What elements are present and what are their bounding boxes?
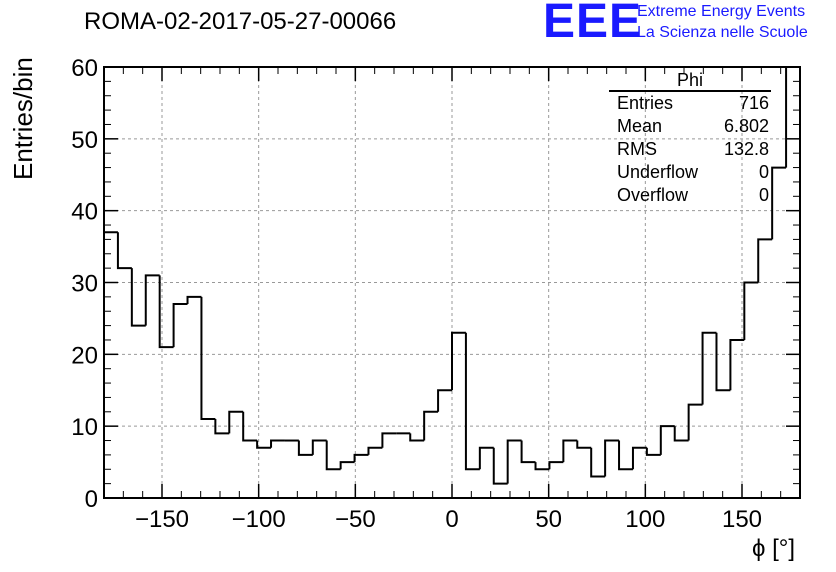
stats-label: Entries: [617, 93, 674, 113]
histogram-bin: [604, 439, 620, 477]
stats-value: 0: [758, 185, 769, 205]
x-tick-label: −50: [335, 506, 376, 533]
stats-row-overflow: Overflow 0: [609, 184, 771, 207]
chart-title: ROMA-02-2017-05-27-00066: [84, 8, 397, 35]
stats-label: Overflow: [617, 185, 689, 205]
histogram-bin: [423, 410, 439, 441]
histogram-bin: [186, 295, 202, 305]
y-tick-label: 30: [71, 271, 98, 298]
logo-caption-line2: La Scienza nelle Scuole: [637, 24, 808, 41]
histogram-bin: [464, 332, 480, 471]
grid: [104, 67, 800, 498]
histogram-bin: [631, 446, 647, 470]
histogram-bin: [103, 231, 118, 498]
x-tick-label: 150: [722, 506, 762, 533]
histogram-bin: [771, 166, 787, 240]
stats-box: Phi Entries 716 Mean 6.802 RMS 132.8 Und…: [609, 70, 771, 207]
histogram-bin: [492, 447, 508, 485]
histogram-bin: [353, 453, 369, 463]
histogram-bin: [618, 440, 633, 471]
stats-row-entries: Entries 716: [609, 92, 771, 115]
histogram-bin: [687, 403, 703, 441]
x-tick-label: −150: [135, 506, 189, 533]
histogram-bin: [590, 447, 606, 478]
tick-labels: −150 −100 −50 0 50 100 150 0 10 20 30 40 50 60: [71, 55, 762, 533]
histogram-bin: [297, 440, 313, 456]
logo-caption-line1: Extreme Energy Events: [637, 3, 806, 20]
histogram-bin: [339, 461, 355, 470]
y-tick-label: 20: [71, 342, 98, 369]
histogram-bin: [506, 439, 522, 484]
histogram-bin: [144, 274, 160, 326]
histogram-bin: [478, 446, 494, 470]
stats-value: 132.8: [723, 139, 769, 159]
stats-value: 716: [738, 93, 769, 113]
histogram-bin: [576, 440, 592, 449]
x-tick-label: 50: [535, 506, 562, 533]
histogram-bin: [158, 275, 174, 349]
histogram-bin: [451, 331, 466, 391]
y-tick-label: 50: [71, 127, 98, 154]
histogram-bin: [270, 439, 285, 448]
y-tick-label: 0: [85, 486, 98, 513]
stats-row-rms: RMS 132.8: [609, 138, 771, 161]
histogram-bin: [130, 268, 146, 327]
histogram-bin: [409, 433, 425, 442]
stats-title: Phi: [609, 70, 771, 92]
histogram-bin: [534, 462, 550, 471]
histogram-bin: [729, 338, 745, 391]
histogram-bin: [367, 446, 383, 455]
eee-logo: EEE: [543, 0, 643, 48]
stats-row-mean: Mean 6.802: [609, 115, 771, 138]
x-tick-label: 100: [625, 506, 665, 533]
histogram-bin: [437, 389, 452, 412]
histogram-bin: [214, 418, 230, 435]
stats-row-underflow: Underflow 0: [609, 161, 771, 184]
stats-value: 0: [758, 162, 769, 182]
histogram-bin: [757, 238, 773, 283]
y-tick-label: 40: [71, 199, 98, 226]
stats-label: Underflow: [617, 162, 699, 182]
stats-label: Mean: [617, 116, 663, 136]
histogram-bin: [325, 440, 341, 471]
histogram-bin: [701, 331, 717, 405]
histogram-bin: [673, 426, 689, 442]
histogram-bin: [715, 332, 731, 392]
histogram-bin: [172, 303, 188, 348]
y-tick-label: 60: [71, 55, 98, 82]
stats-label: RMS: [617, 139, 657, 159]
stats-value: 6.802: [723, 116, 769, 136]
histogram-bin: [548, 461, 564, 470]
y-tick-label: 10: [71, 414, 98, 441]
histogram-bin: [562, 439, 578, 463]
histogram-bin: [228, 410, 244, 434]
histogram-bin: [381, 432, 397, 448]
y-axis-label: Entries/bin: [8, 57, 38, 180]
histogram-bin: [256, 440, 272, 449]
histogram-bin: [200, 296, 216, 420]
histogram-bin: [520, 440, 536, 464]
histogram-bin: [311, 439, 327, 455]
axis-ticks: [104, 66, 800, 499]
histogram-bin: [116, 232, 132, 270]
x-tick-label: −100: [232, 506, 286, 533]
x-axis-label: ϕ [°]: [752, 535, 796, 562]
histogram-bin: [645, 447, 661, 456]
x-tick-label: 0: [445, 506, 458, 533]
histogram-bin: [659, 425, 675, 455]
histogram-bin: [242, 411, 258, 442]
histogram-bin: [743, 281, 759, 340]
